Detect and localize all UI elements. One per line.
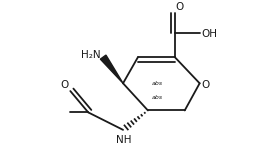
Text: O: O bbox=[176, 3, 184, 12]
Text: abs: abs bbox=[152, 81, 163, 86]
Text: abs: abs bbox=[152, 95, 163, 100]
Polygon shape bbox=[100, 55, 123, 83]
Text: NH: NH bbox=[116, 135, 132, 145]
Text: H₂N: H₂N bbox=[81, 50, 100, 60]
Text: OH: OH bbox=[202, 29, 218, 39]
Text: O: O bbox=[202, 80, 210, 90]
Text: O: O bbox=[60, 80, 68, 90]
